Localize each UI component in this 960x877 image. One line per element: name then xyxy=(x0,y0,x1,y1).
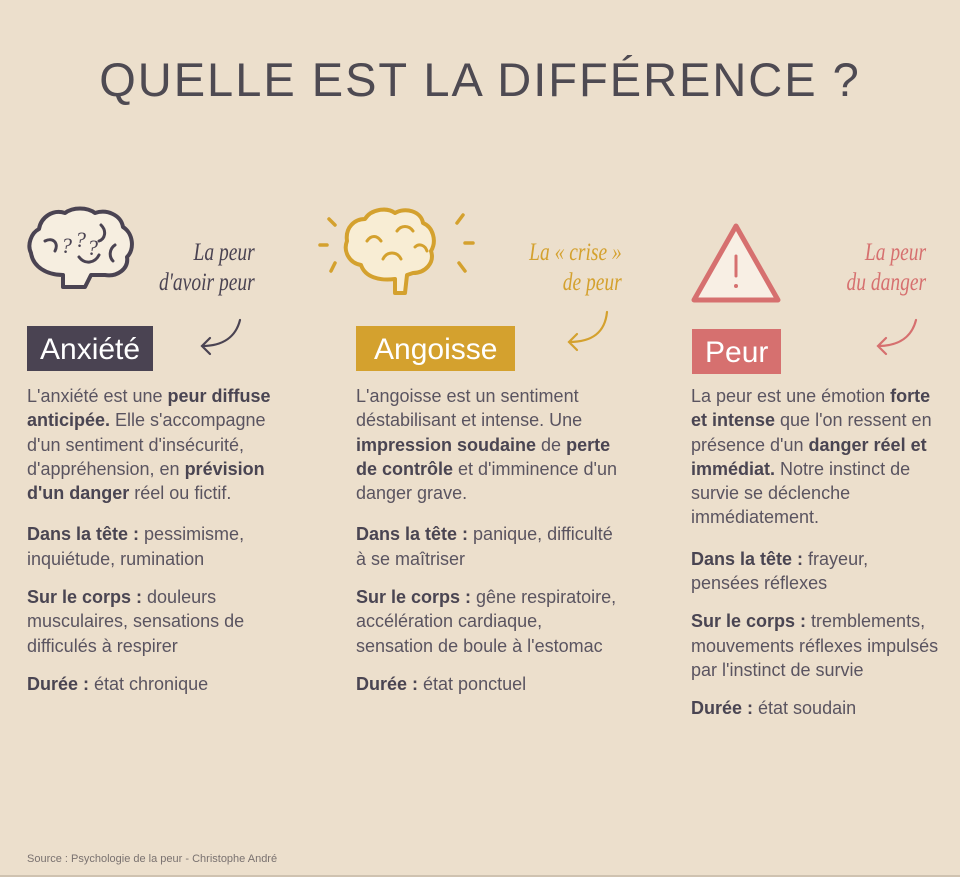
peur-caption: La peur du danger xyxy=(846,239,926,296)
anxiete-body: L'anxiété est une peur diffuse anticipée… xyxy=(27,384,289,710)
warning-triangle-icon xyxy=(691,223,781,303)
section-body: Sur le corps : douleurs musculaires, sen… xyxy=(27,585,289,658)
brain-question-icon: ? ? ? xyxy=(27,206,134,289)
section-body: Sur le corps : gêne respiratoire, accélé… xyxy=(356,585,618,658)
section-head: Dans la tête : frayeur, pensées réflexes xyxy=(691,547,941,596)
section-text: état chronique xyxy=(89,673,209,694)
anxiete-caption: La peur d'avoir peur xyxy=(159,239,255,296)
description-text: Elle s'accompagne d'un sentiment d'inséc… xyxy=(27,410,266,479)
angoisse-body: L'angoisse est un sentiment déstabilisan… xyxy=(356,384,618,710)
emphasis-text: prévision d'un danger xyxy=(27,458,265,504)
description-text: L'angoisse est un sentiment déstabilisan… xyxy=(356,386,583,431)
description: L'angoisse est un sentiment déstabilisan… xyxy=(356,384,618,505)
section-text: état soudain xyxy=(753,698,857,719)
section-duration: Durée : état chronique xyxy=(27,672,289,696)
section-label: Durée : xyxy=(27,673,90,694)
description-text: Notre instinct de survie se déclenche im… xyxy=(691,458,911,528)
section-head: Dans la tête : pessimisme, inquiétude, r… xyxy=(27,522,289,571)
section-head: Dans la tête : panique, difficulté à se … xyxy=(356,522,618,571)
section-label: Durée : xyxy=(691,698,754,719)
emphasis-text: forte et intense xyxy=(691,386,931,431)
description-text: La peur est une émotion xyxy=(691,386,891,406)
emphasis-text: danger réel et immédiat. xyxy=(691,434,927,479)
angoisse-caption: La « crise » de peur xyxy=(529,239,622,296)
section-label: Dans la tête : xyxy=(691,548,804,569)
description-text: et d'imminence d'un danger grave. xyxy=(356,458,617,504)
svg-text:?: ? xyxy=(87,235,98,260)
svg-text:?: ? xyxy=(75,227,86,252)
emphasis-text: impression soudaine xyxy=(356,434,537,455)
section-label: Sur le corps : xyxy=(27,587,143,608)
section-text: gêne respiratoire, accélération cardiaqu… xyxy=(356,587,617,656)
curved-arrow-icon xyxy=(876,318,918,356)
curved-arrow-icon xyxy=(567,310,609,352)
source-citation: Source : Psychologie de la peur - Christ… xyxy=(27,853,278,865)
section-body: Sur le corps : tremblements, mouvements … xyxy=(691,609,941,682)
section-label: Dans la tête : xyxy=(27,524,140,545)
svg-text:?: ? xyxy=(61,233,72,258)
emphasis-text: peur diffuse anticipée. xyxy=(27,386,271,431)
badge-angoisse: Angoisse xyxy=(356,326,516,371)
page-title: QUELLE EST LA DIFFÉRENCE ? xyxy=(99,53,861,106)
peur-body: La peur est une émotion forte et intense… xyxy=(691,384,941,735)
description: La peur est une émotion forte et intense… xyxy=(691,384,941,530)
section-text: tremblements, mouvements réflexes impuls… xyxy=(691,611,939,680)
section-text: état ponctuel xyxy=(418,673,527,694)
section-label: Durée : xyxy=(356,673,419,694)
brain-sad-radiating-icon xyxy=(318,207,475,295)
section-label: Sur le corps : xyxy=(356,587,472,608)
emphasis-text: perte de contrôle xyxy=(356,434,611,479)
section-text: panique, difficulté à se maîtriser xyxy=(356,524,613,569)
description: L'anxiété est une peur diffuse anticipée… xyxy=(27,384,289,505)
badge-anxiete: Anxiété xyxy=(27,326,154,371)
description-text: de xyxy=(536,434,567,455)
description-text: L'anxiété est une xyxy=(27,386,168,406)
badge-peur: Peur xyxy=(692,329,782,374)
section-duration: Durée : état soudain xyxy=(691,696,941,720)
curved-arrow-icon xyxy=(200,318,242,356)
section-text: frayeur, pensées réflexes xyxy=(691,548,869,594)
section-label: Sur le corps : xyxy=(691,611,807,632)
description-text: que l'on ressent en présence d'un xyxy=(691,410,932,455)
section-text: douleurs musculaires, sensations de diff… xyxy=(27,587,245,656)
section-duration: Durée : état ponctuel xyxy=(356,672,618,696)
divider xyxy=(0,875,960,877)
section-text: pessimisme, inquiétude, rumination xyxy=(27,524,245,569)
description-text: réel ou fictif. xyxy=(129,483,232,504)
section-label: Dans la tête : xyxy=(356,524,469,545)
